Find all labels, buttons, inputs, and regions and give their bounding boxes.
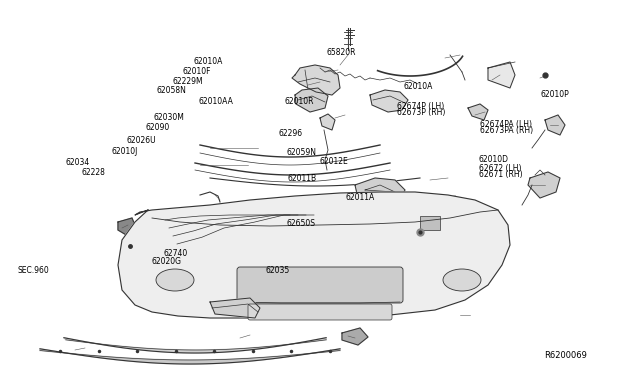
Text: 62740: 62740: [163, 249, 188, 258]
Text: 62010F: 62010F: [182, 67, 211, 76]
Polygon shape: [118, 218, 136, 236]
Text: 62030M: 62030M: [154, 113, 184, 122]
Text: 62674P (LH): 62674P (LH): [397, 102, 444, 110]
Polygon shape: [480, 235, 508, 256]
Text: R6200069: R6200069: [544, 351, 587, 360]
Text: 62058N: 62058N: [157, 86, 187, 95]
Polygon shape: [195, 206, 212, 222]
Text: 62229M: 62229M: [173, 77, 204, 86]
Text: 62026U: 62026U: [126, 136, 156, 145]
Text: 62010R: 62010R: [285, 97, 314, 106]
Polygon shape: [488, 62, 515, 88]
Text: 62673P (RH): 62673P (RH): [397, 108, 445, 117]
Text: 62228: 62228: [81, 168, 105, 177]
Polygon shape: [545, 115, 565, 135]
Text: 62010J: 62010J: [112, 147, 138, 155]
FancyBboxPatch shape: [237, 267, 403, 303]
Polygon shape: [370, 90, 408, 112]
Ellipse shape: [156, 269, 194, 291]
Text: 62034: 62034: [65, 158, 90, 167]
Text: 62035: 62035: [266, 266, 290, 275]
Text: 62296: 62296: [278, 129, 303, 138]
Text: 62671 (RH): 62671 (RH): [479, 170, 522, 179]
Text: 62059N: 62059N: [287, 148, 317, 157]
Text: 62672 (LH): 62672 (LH): [479, 164, 521, 173]
Polygon shape: [468, 104, 488, 120]
Polygon shape: [320, 114, 335, 130]
Text: SEC.960: SEC.960: [18, 266, 50, 275]
Text: 62011B: 62011B: [288, 174, 317, 183]
Text: 62012E: 62012E: [320, 157, 349, 166]
Polygon shape: [210, 298, 260, 318]
Polygon shape: [118, 192, 510, 318]
Polygon shape: [295, 88, 328, 112]
Polygon shape: [398, 200, 445, 232]
Bar: [420, 216, 440, 230]
Text: 62010P: 62010P: [541, 90, 570, 99]
Text: 65820R: 65820R: [326, 48, 356, 57]
Text: 62011A: 62011A: [346, 193, 375, 202]
FancyBboxPatch shape: [248, 304, 392, 320]
Text: 62650S: 62650S: [287, 219, 316, 228]
Text: 62674PA (LH): 62674PA (LH): [480, 120, 532, 129]
Text: 62010A: 62010A: [403, 82, 433, 91]
Text: 62010AA: 62010AA: [198, 97, 233, 106]
Text: 62673PA (RH): 62673PA (RH): [480, 126, 533, 135]
Text: 62090: 62090: [146, 123, 170, 132]
Polygon shape: [64, 338, 326, 353]
Ellipse shape: [443, 269, 481, 291]
Polygon shape: [528, 172, 560, 198]
Text: 62020G: 62020G: [152, 257, 182, 266]
Text: 62010D: 62010D: [479, 155, 509, 164]
Polygon shape: [292, 65, 340, 95]
Text: 62010A: 62010A: [193, 57, 223, 66]
Polygon shape: [342, 328, 368, 345]
Polygon shape: [40, 349, 340, 364]
Polygon shape: [355, 178, 405, 205]
